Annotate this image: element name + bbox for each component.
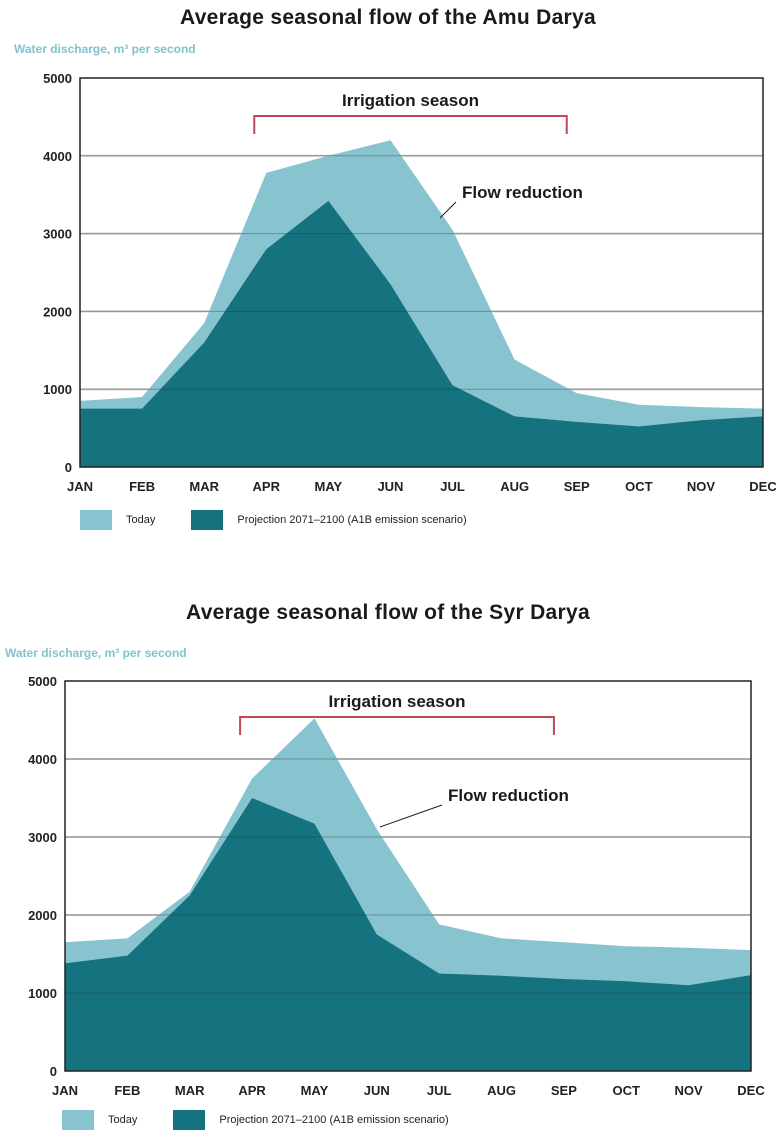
- irrigation-bracket: [253, 115, 568, 134]
- legend-label-projection: Projection 2071–2100 (A1B emission scena…: [237, 514, 467, 526]
- x-tick-label: AUG: [500, 479, 529, 494]
- x-tick-label: JUN: [364, 1083, 390, 1098]
- irrigation-bracket: [239, 716, 555, 735]
- x-tick-label: NOV: [687, 479, 716, 494]
- x-tick-label: SEP: [564, 479, 590, 494]
- chart-title: Average seasonal flow of the Syr Darya: [186, 601, 590, 624]
- x-tick-label: JAN: [52, 1083, 78, 1098]
- y-tick-label: 4000: [43, 149, 72, 164]
- x-tick-label: AUG: [487, 1083, 516, 1098]
- x-tick-label: APR: [253, 479, 281, 494]
- x-tick-label: MAR: [189, 479, 219, 494]
- x-tick-label: SEP: [551, 1083, 577, 1098]
- legend: Today Projection 2071–2100 (A1B emission…: [80, 510, 503, 530]
- legend-item-today: Today: [62, 1110, 137, 1130]
- y-tick-label: 5000: [28, 674, 57, 689]
- legend-label-today: Today: [108, 1114, 138, 1126]
- y-tick-label: 1000: [43, 382, 72, 397]
- x-tick-label: JUL: [427, 1083, 452, 1098]
- y-tick-label: 2000: [43, 304, 72, 319]
- legend-item-projection: Projection 2071–2100 (A1B emission scena…: [191, 510, 467, 530]
- x-tick-label: APR: [238, 1083, 266, 1098]
- x-tick-label: MAY: [315, 479, 343, 494]
- y-axis-label: Water discharge, m³ per second: [14, 42, 196, 56]
- y-tick-label: 4000: [28, 752, 57, 767]
- flow-reduction-leader: [379, 804, 443, 828]
- y-tick-label: 5000: [43, 71, 72, 86]
- y-tick-label: 1000: [28, 986, 57, 1001]
- legend-swatch-projection: [191, 510, 224, 530]
- flow-reduction-leader: [439, 201, 457, 219]
- legend-label-today: Today: [126, 514, 156, 526]
- x-tick-label: MAY: [301, 1083, 329, 1098]
- plot-frame: [79, 77, 764, 468]
- flow-reduction-label: Flow reduction: [462, 183, 583, 202]
- y-tick-label: 3000: [43, 227, 72, 242]
- flow-reduction-label: Flow reduction: [448, 786, 569, 805]
- y-axis-label: Water discharge, m³ per second: [5, 646, 187, 660]
- series-area-projection: [80, 200, 763, 467]
- legend-swatch-today: [80, 510, 112, 530]
- x-tick-label: OCT: [625, 479, 653, 494]
- x-tick-label: MAR: [175, 1083, 205, 1098]
- plot-frame: [64, 680, 752, 1072]
- x-tick-label: DEC: [749, 479, 776, 494]
- x-tick-label: FEB: [114, 1083, 140, 1098]
- syr-darya-plot: 0 1000 2000 3000 4000 5000 JAN FEB MAR APR MAY JUN J…: [28, 674, 765, 1098]
- irrigation-season-label: Irrigation season: [342, 91, 479, 110]
- y-tick-label: 2000: [28, 908, 57, 923]
- syr-darya-chart: Average seasonal flow of the Syr Darya W…: [0, 595, 776, 1134]
- chart-title: Average seasonal flow of the Amu Darya: [180, 6, 596, 29]
- x-tick-label: OCT: [613, 1083, 641, 1098]
- x-tick-label: JAN: [67, 479, 93, 494]
- legend-item-projection: Projection 2071–2100 (A1B emission scena…: [173, 1110, 449, 1130]
- series-area-projection: [65, 798, 751, 1071]
- legend-swatch-projection: [173, 1110, 206, 1130]
- x-tick-label: FEB: [129, 479, 155, 494]
- amu-darya-chart: Average seasonal flow of the Amu Darya W…: [0, 0, 776, 560]
- irrigation-season-label: Irrigation season: [329, 692, 466, 711]
- x-tick-label: NOV: [675, 1083, 704, 1098]
- y-tick-label: 0: [50, 1064, 57, 1079]
- y-tick-label: 3000: [28, 830, 57, 845]
- legend: Today Projection 2071–2100 (A1B emission…: [62, 1110, 485, 1130]
- x-tick-label: DEC: [737, 1083, 765, 1098]
- legend-swatch-today: [62, 1110, 94, 1130]
- x-tick-label: JUL: [440, 479, 465, 494]
- legend-item-today: Today: [80, 510, 155, 530]
- x-tick-label: JUN: [377, 479, 403, 494]
- legend-label-projection: Projection 2071–2100 (A1B emission scena…: [219, 1114, 449, 1126]
- amu-darya-plot: 0 1000 2000 3000 4000 5000 JAN FEB MAR APR MAY JUN J…: [43, 71, 776, 494]
- y-tick-label: 0: [65, 460, 72, 475]
